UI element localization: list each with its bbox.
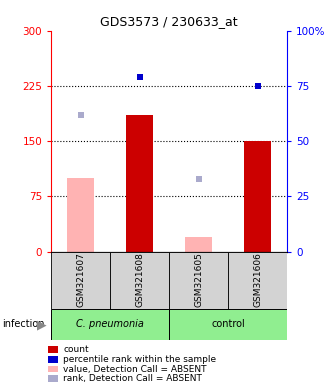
Bar — [228, 252, 287, 309]
Bar — [126, 115, 153, 252]
Text: value, Detection Call = ABSENT: value, Detection Call = ABSENT — [63, 364, 207, 374]
Title: GDS3573 / 230633_at: GDS3573 / 230633_at — [100, 15, 238, 28]
Text: rank, Detection Call = ABSENT: rank, Detection Call = ABSENT — [63, 374, 202, 383]
Bar — [67, 178, 94, 252]
Text: infection: infection — [2, 319, 44, 329]
Bar — [51, 309, 169, 340]
Text: GSM321606: GSM321606 — [253, 252, 262, 306]
Text: count: count — [63, 345, 89, 354]
Text: C. pneumonia: C. pneumonia — [76, 319, 144, 329]
Text: control: control — [211, 319, 245, 329]
Bar — [244, 141, 271, 252]
Text: GSM321608: GSM321608 — [135, 252, 144, 306]
Bar — [169, 309, 287, 340]
Text: percentile rank within the sample: percentile rank within the sample — [63, 355, 216, 364]
Text: ▶: ▶ — [37, 318, 47, 331]
Text: GSM321607: GSM321607 — [76, 252, 85, 306]
Bar — [51, 252, 110, 309]
Bar — [169, 252, 228, 309]
Bar — [110, 252, 169, 309]
Text: GSM321605: GSM321605 — [194, 252, 203, 306]
Bar — [185, 237, 212, 252]
